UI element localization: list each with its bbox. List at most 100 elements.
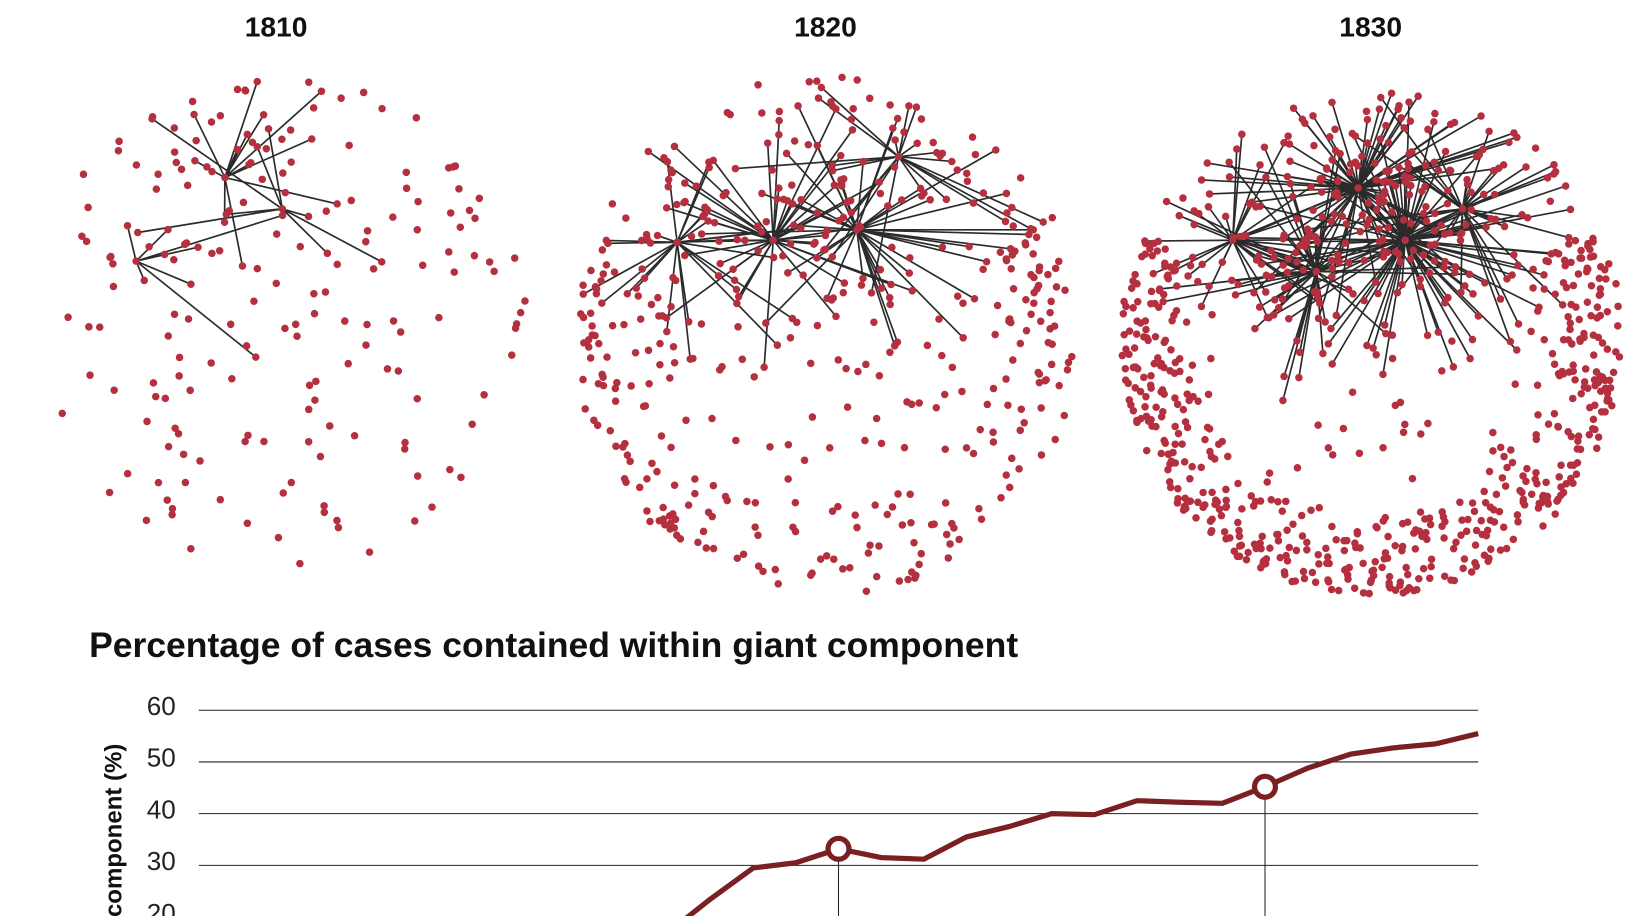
node bbox=[1446, 120, 1455, 129]
node bbox=[1490, 190, 1499, 199]
node bbox=[1411, 545, 1420, 553]
node bbox=[1480, 487, 1488, 496]
node bbox=[1564, 313, 1572, 321]
node bbox=[1340, 536, 1348, 545]
node bbox=[623, 451, 632, 459]
node bbox=[942, 530, 951, 539]
network: 1820 bbox=[576, 11, 1076, 596]
edge bbox=[1187, 239, 1234, 277]
node bbox=[1444, 186, 1452, 195]
node bbox=[1147, 384, 1155, 392]
node bbox=[1229, 233, 1238, 242]
node bbox=[788, 181, 796, 189]
edge bbox=[684, 239, 774, 257]
node bbox=[1149, 269, 1158, 278]
node bbox=[1441, 299, 1449, 307]
node bbox=[1382, 329, 1390, 338]
node bbox=[1262, 271, 1271, 280]
node bbox=[941, 445, 950, 453]
edge bbox=[1252, 187, 1359, 203]
node bbox=[1472, 526, 1481, 535]
node bbox=[1608, 402, 1616, 410]
node bbox=[1395, 101, 1403, 110]
node bbox=[1413, 585, 1421, 594]
edge bbox=[1235, 270, 1317, 296]
edge bbox=[1404, 155, 1478, 241]
node bbox=[814, 94, 823, 102]
node bbox=[1480, 190, 1488, 199]
node bbox=[1328, 272, 1336, 281]
node bbox=[704, 217, 712, 225]
node bbox=[1185, 376, 1194, 384]
node bbox=[413, 226, 422, 234]
node bbox=[58, 409, 67, 418]
edge bbox=[714, 221, 774, 242]
node bbox=[1016, 339, 1025, 348]
node bbox=[1477, 112, 1485, 120]
node bbox=[890, 163, 899, 171]
node bbox=[1225, 158, 1233, 166]
node bbox=[1130, 344, 1139, 352]
node bbox=[1256, 497, 1265, 505]
edge bbox=[797, 105, 858, 231]
node bbox=[941, 499, 950, 507]
node bbox=[1438, 367, 1446, 375]
node bbox=[1551, 290, 1559, 298]
node bbox=[647, 300, 656, 309]
node bbox=[691, 475, 699, 483]
node bbox=[296, 559, 304, 568]
highlight-marker bbox=[1251, 773, 1279, 800]
node bbox=[932, 404, 941, 412]
node bbox=[1297, 511, 1306, 520]
node bbox=[1546, 197, 1555, 206]
node bbox=[359, 88, 368, 97]
node bbox=[865, 94, 874, 103]
edge bbox=[676, 241, 737, 291]
node bbox=[875, 178, 883, 187]
node bbox=[1170, 311, 1178, 320]
node bbox=[1162, 197, 1171, 206]
node bbox=[1482, 223, 1490, 231]
node bbox=[913, 139, 922, 148]
node bbox=[350, 431, 359, 440]
edge bbox=[1296, 271, 1318, 342]
node bbox=[963, 169, 971, 178]
node bbox=[923, 341, 932, 350]
node bbox=[662, 204, 671, 212]
node bbox=[905, 269, 914, 277]
edge bbox=[1357, 187, 1385, 195]
node bbox=[791, 527, 800, 536]
node bbox=[1399, 216, 1408, 224]
node bbox=[1148, 251, 1157, 260]
node bbox=[1051, 264, 1060, 273]
edge bbox=[1357, 156, 1363, 189]
node bbox=[989, 384, 998, 393]
node bbox=[1527, 327, 1535, 336]
node bbox=[132, 161, 141, 169]
node bbox=[1295, 348, 1304, 357]
node bbox=[400, 445, 409, 453]
node bbox=[1299, 266, 1308, 274]
node bbox=[1298, 532, 1307, 540]
node bbox=[1540, 285, 1549, 293]
edge bbox=[676, 161, 710, 243]
node bbox=[1511, 380, 1519, 388]
edge bbox=[855, 229, 864, 279]
node bbox=[788, 200, 797, 208]
node bbox=[906, 254, 914, 262]
node bbox=[1405, 98, 1413, 106]
node bbox=[134, 228, 142, 237]
node bbox=[1265, 469, 1274, 477]
node bbox=[321, 288, 330, 296]
node bbox=[592, 285, 601, 293]
node bbox=[1598, 373, 1607, 381]
node bbox=[701, 203, 709, 211]
node bbox=[310, 289, 318, 298]
node bbox=[670, 481, 679, 490]
node bbox=[490, 267, 498, 276]
edge bbox=[126, 225, 137, 262]
node bbox=[208, 167, 216, 176]
node bbox=[383, 365, 392, 373]
node bbox=[1609, 368, 1618, 377]
